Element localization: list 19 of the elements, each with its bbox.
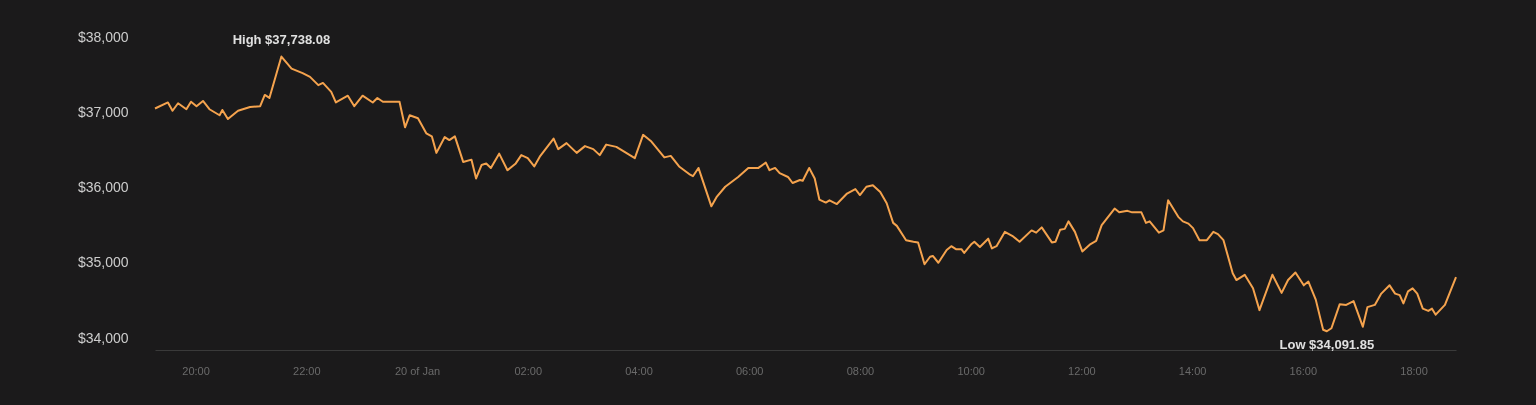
y-tick-label: $37,000 (77, 103, 129, 120)
x-tick-label: 06:00 (735, 364, 764, 377)
x-tick-label: 22:00 (293, 364, 321, 377)
x-tick-label: 20 of Jan (394, 364, 441, 377)
y-tick-label: $34,000 (77, 329, 129, 346)
annotation: High $37,738.08 (232, 31, 331, 47)
y-tick-label: $35,000 (77, 254, 129, 271)
annotation: Low $34,091.85 (1279, 337, 1375, 353)
x-tick-label: 08:00 (846, 364, 875, 377)
x-tick-label: 20:00 (182, 364, 210, 377)
x-tick-label: 18:00 (1400, 364, 1428, 377)
y-tick-label: $38,000 (77, 28, 129, 45)
y-tick-label: $36,000 (77, 179, 129, 195)
x-tick-label: 16:00 (1289, 364, 1318, 377)
x-tick-label: 12:00 (1068, 364, 1096, 377)
x-tick-label: 10:00 (957, 364, 985, 377)
x-tick-label: 04:00 (625, 364, 653, 377)
x-tick-label: 02:00 (514, 364, 543, 377)
x-tick-label: 14:00 (1178, 364, 1207, 377)
